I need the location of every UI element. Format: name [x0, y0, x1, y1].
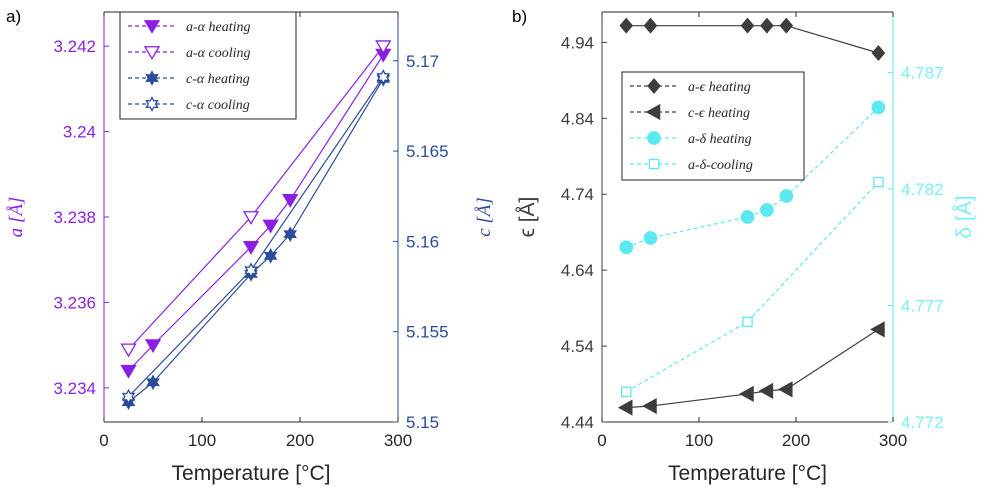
chart-a: 0 100 200 300 3.234 3.236 3.238 3.24 3.242 5.15 5.… [6, 11, 495, 485]
legend-label: a-δ-cooling [688, 158, 753, 173]
series-line-0 [626, 25, 879, 54]
data-point [739, 385, 754, 403]
left-y-tick-label: 4.64 [561, 261, 594, 280]
legend-marker [647, 131, 661, 145]
left-y-tick-label: 3.242 [53, 37, 96, 56]
left-y-tick-label: 3.234 [53, 379, 96, 398]
data-point [376, 69, 391, 85]
left-y-tick-label: 4.74 [561, 185, 594, 204]
data-point [779, 17, 794, 34]
data-point [283, 226, 298, 243]
data-point [121, 388, 136, 405]
legend-marker [143, 46, 161, 60]
data-point [873, 176, 884, 188]
x-axis-label: Temperature [°C] [172, 462, 331, 485]
legend-label: a-δ heating [688, 132, 752, 147]
data-point [619, 240, 634, 255]
x-tick-label: 100 [685, 431, 713, 450]
chart-b: 0 100 200 300 4.44 4.54 4.64 4.74 4.84 4.94 4.772 4… [516, 11, 976, 485]
data-point [760, 203, 774, 217]
legend-marker [145, 70, 159, 86]
data-point [244, 262, 258, 279]
right-y-tick-label: 4.777 [901, 297, 944, 316]
right-y-axis-label: c [Å] [474, 197, 495, 237]
x-axis-label: Temperature [°C] [668, 462, 827, 485]
x-tick-label: 0 [99, 431, 108, 450]
x-tick-label: 0 [597, 431, 606, 450]
data-point [621, 386, 632, 397]
right-y-tick-label: 4.772 [901, 413, 944, 432]
series-line-3 [625, 181, 879, 393]
data-point [871, 44, 886, 62]
data-point [144, 339, 162, 354]
left-y-tick-label: 3.236 [53, 293, 96, 312]
right-y-tick-label: 5.17 [406, 52, 439, 71]
x-tick-label: 100 [188, 431, 216, 450]
legend-label: c-α cooling [186, 98, 250, 113]
data-point [617, 399, 633, 416]
panel-a-label: a) [6, 7, 21, 26]
series-line-2 [128, 78, 384, 403]
left-y-tick-label: 4.94 [561, 33, 594, 52]
right-y-tick-label: 4.787 [901, 64, 944, 83]
data-point [375, 40, 392, 55]
data-point [262, 219, 279, 234]
data-point [120, 343, 137, 358]
legend-label: c-ϵ heating [688, 106, 750, 121]
data-point [282, 194, 299, 208]
legend-marker [647, 77, 661, 95]
data-point [740, 210, 755, 224]
x-tick-label: 300 [384, 431, 412, 450]
right-y-tick-label: 5.165 [406, 142, 449, 161]
legend-marker [648, 158, 660, 170]
data-point [619, 17, 634, 34]
legend-marker [143, 20, 161, 34]
data-point [871, 100, 886, 115]
x-tick-label: 200 [782, 431, 810, 450]
series-line-0 [128, 54, 384, 372]
data-point [263, 247, 278, 264]
data-point [760, 17, 774, 34]
left-y-tick-label: 3.238 [53, 208, 96, 227]
data-point [777, 381, 793, 398]
data-point [242, 240, 260, 255]
right-y-tick-label: 4.782 [901, 180, 944, 199]
data-point [740, 17, 755, 34]
left-y-axis-label: a [Å] [6, 197, 27, 238]
left-y-tick-label: 4.54 [561, 337, 594, 356]
x-tick-label: 300 [879, 431, 907, 450]
right-y-axis-label: δ [Å] [953, 195, 976, 238]
data-point [742, 316, 753, 328]
data-point [146, 374, 160, 391]
data-point [120, 364, 137, 379]
left-y-axis-label: ϵ [Å] [516, 197, 539, 238]
right-y-tick-label: 5.16 [406, 232, 439, 251]
data-point [779, 189, 794, 203]
right-y-tick-label: 5.155 [406, 323, 449, 342]
data-point [643, 231, 658, 245]
legend-label: a-ϵ heating [688, 80, 751, 95]
left-y-tick-label: 4.84 [561, 109, 594, 128]
data-point [870, 321, 885, 338]
left-y-tick-label: 4.44 [561, 413, 594, 432]
x-tick-label: 200 [286, 431, 314, 450]
panel-b-label: b) [512, 7, 527, 26]
legend-marker [645, 103, 661, 121]
left-y-tick-label: 3.24 [63, 123, 96, 142]
legend-label: c-α heating [186, 72, 250, 87]
data-point [643, 17, 658, 34]
legend-marker [145, 96, 159, 112]
data-point [758, 382, 774, 399]
data-point [642, 397, 657, 415]
right-y-tick-label: 5.15 [406, 413, 439, 432]
legend-label: a-α cooling [186, 46, 251, 61]
data-point [242, 211, 260, 225]
series-line-3 [128, 76, 384, 398]
legend-label: a-α heating [186, 20, 251, 35]
